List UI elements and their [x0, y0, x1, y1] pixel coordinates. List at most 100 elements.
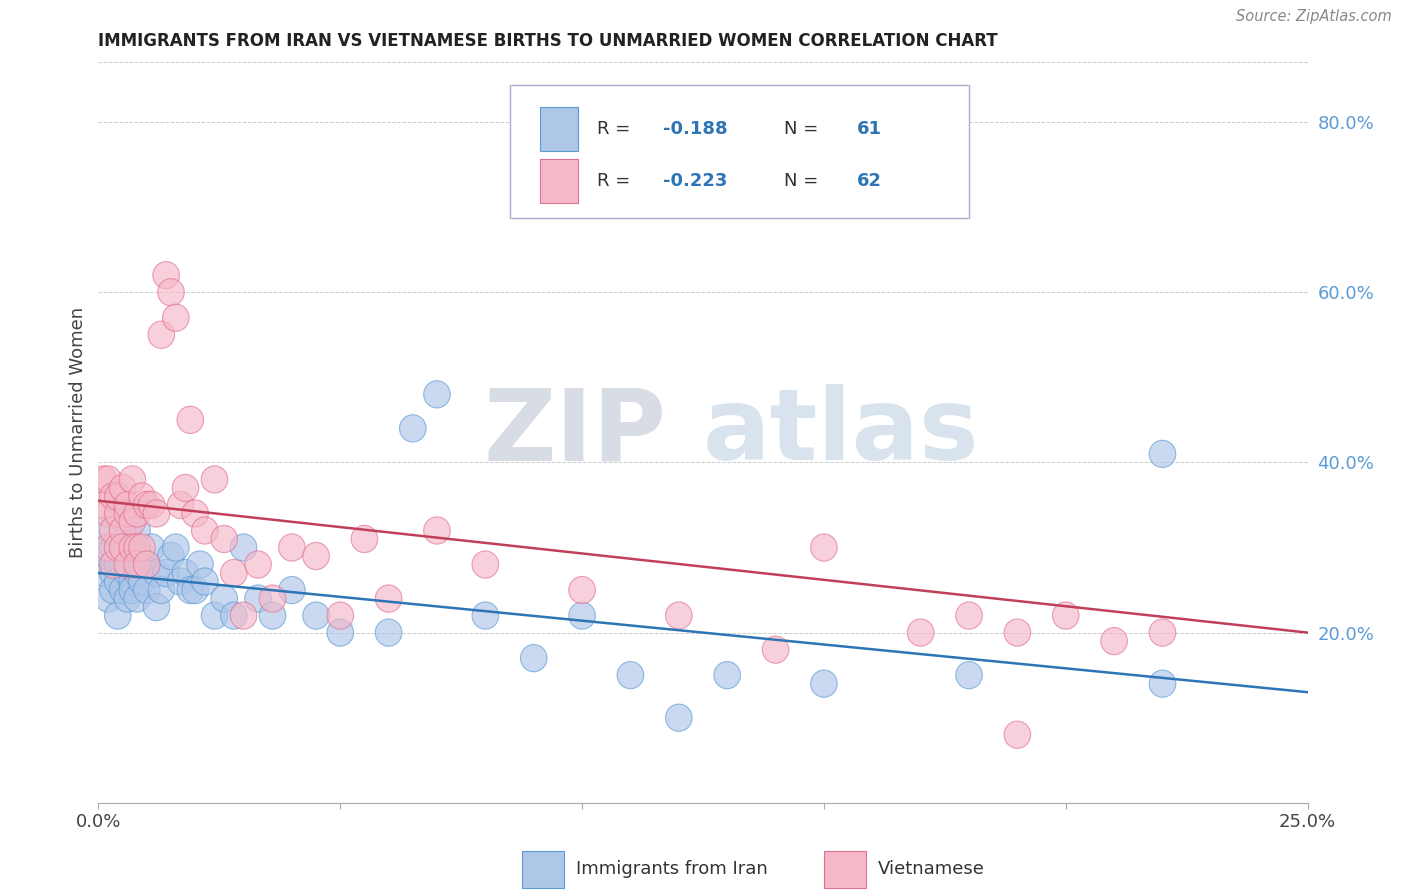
Ellipse shape: [423, 381, 450, 408]
Ellipse shape: [100, 534, 127, 561]
Ellipse shape: [148, 321, 174, 349]
Ellipse shape: [120, 466, 146, 493]
Ellipse shape: [520, 645, 547, 672]
Ellipse shape: [120, 576, 146, 604]
Ellipse shape: [138, 534, 165, 561]
Ellipse shape: [148, 576, 174, 604]
Ellipse shape: [94, 500, 121, 527]
Ellipse shape: [153, 261, 180, 289]
Ellipse shape: [811, 670, 837, 698]
Text: R =: R =: [596, 172, 636, 190]
Ellipse shape: [110, 576, 136, 604]
Ellipse shape: [124, 500, 150, 527]
Ellipse shape: [163, 534, 188, 561]
Ellipse shape: [110, 551, 136, 578]
Ellipse shape: [1149, 619, 1175, 646]
Ellipse shape: [211, 585, 238, 612]
Ellipse shape: [302, 602, 329, 629]
Ellipse shape: [211, 525, 238, 553]
Text: atlas: atlas: [703, 384, 980, 481]
Ellipse shape: [569, 576, 595, 604]
Ellipse shape: [153, 559, 180, 587]
Ellipse shape: [201, 466, 228, 493]
Ellipse shape: [1004, 721, 1031, 748]
Ellipse shape: [129, 534, 155, 561]
Ellipse shape: [94, 534, 121, 561]
Ellipse shape: [100, 483, 127, 510]
Ellipse shape: [167, 568, 194, 595]
Ellipse shape: [90, 491, 117, 518]
Ellipse shape: [181, 500, 208, 527]
Ellipse shape: [278, 576, 305, 604]
Ellipse shape: [120, 534, 146, 561]
Ellipse shape: [201, 602, 228, 629]
FancyBboxPatch shape: [540, 159, 578, 203]
Ellipse shape: [124, 585, 150, 612]
FancyBboxPatch shape: [522, 851, 564, 888]
Ellipse shape: [114, 559, 141, 587]
Ellipse shape: [104, 534, 131, 561]
Ellipse shape: [907, 619, 934, 646]
Ellipse shape: [302, 542, 329, 570]
Ellipse shape: [245, 551, 271, 578]
Ellipse shape: [956, 662, 983, 689]
Ellipse shape: [114, 585, 141, 612]
Ellipse shape: [177, 406, 204, 434]
Ellipse shape: [104, 568, 131, 595]
Ellipse shape: [328, 619, 353, 646]
Ellipse shape: [134, 551, 160, 578]
Ellipse shape: [104, 602, 131, 629]
Ellipse shape: [157, 278, 184, 306]
Ellipse shape: [1004, 619, 1031, 646]
Ellipse shape: [110, 475, 136, 501]
Ellipse shape: [134, 551, 160, 578]
Ellipse shape: [245, 585, 271, 612]
Ellipse shape: [138, 491, 165, 518]
Ellipse shape: [762, 636, 789, 664]
Text: -0.188: -0.188: [664, 120, 728, 138]
Ellipse shape: [1053, 602, 1078, 629]
Ellipse shape: [617, 662, 644, 689]
Ellipse shape: [375, 619, 402, 646]
Ellipse shape: [172, 559, 198, 587]
FancyBboxPatch shape: [824, 851, 866, 888]
Ellipse shape: [569, 602, 595, 629]
Ellipse shape: [472, 602, 499, 629]
Ellipse shape: [177, 576, 204, 604]
Ellipse shape: [124, 516, 150, 544]
Ellipse shape: [191, 568, 218, 595]
Ellipse shape: [94, 466, 121, 493]
Ellipse shape: [134, 576, 160, 604]
Ellipse shape: [956, 602, 983, 629]
Ellipse shape: [375, 585, 402, 612]
Ellipse shape: [114, 551, 141, 578]
Ellipse shape: [143, 500, 170, 527]
Ellipse shape: [259, 585, 285, 612]
Ellipse shape: [143, 593, 170, 621]
Ellipse shape: [328, 602, 353, 629]
Ellipse shape: [90, 516, 117, 544]
Ellipse shape: [143, 559, 170, 587]
Ellipse shape: [1149, 441, 1175, 467]
Ellipse shape: [231, 534, 257, 561]
Ellipse shape: [221, 559, 247, 587]
Ellipse shape: [124, 551, 150, 578]
Text: Immigrants from Iran: Immigrants from Iran: [576, 861, 768, 879]
Ellipse shape: [90, 559, 117, 587]
Ellipse shape: [172, 475, 198, 501]
Ellipse shape: [157, 542, 184, 570]
Ellipse shape: [124, 559, 150, 587]
Ellipse shape: [187, 551, 214, 578]
Ellipse shape: [167, 491, 194, 518]
Ellipse shape: [1101, 627, 1128, 655]
Text: 61: 61: [856, 120, 882, 138]
Ellipse shape: [231, 602, 257, 629]
Ellipse shape: [114, 491, 141, 518]
Ellipse shape: [665, 704, 692, 731]
Ellipse shape: [163, 304, 188, 331]
Ellipse shape: [100, 576, 127, 604]
Text: IMMIGRANTS FROM IRAN VS VIETNAMESE BIRTHS TO UNMARRIED WOMEN CORRELATION CHART: IMMIGRANTS FROM IRAN VS VIETNAMESE BIRTH…: [98, 32, 998, 50]
Ellipse shape: [120, 508, 146, 535]
Ellipse shape: [472, 551, 499, 578]
Text: N =: N =: [785, 172, 824, 190]
